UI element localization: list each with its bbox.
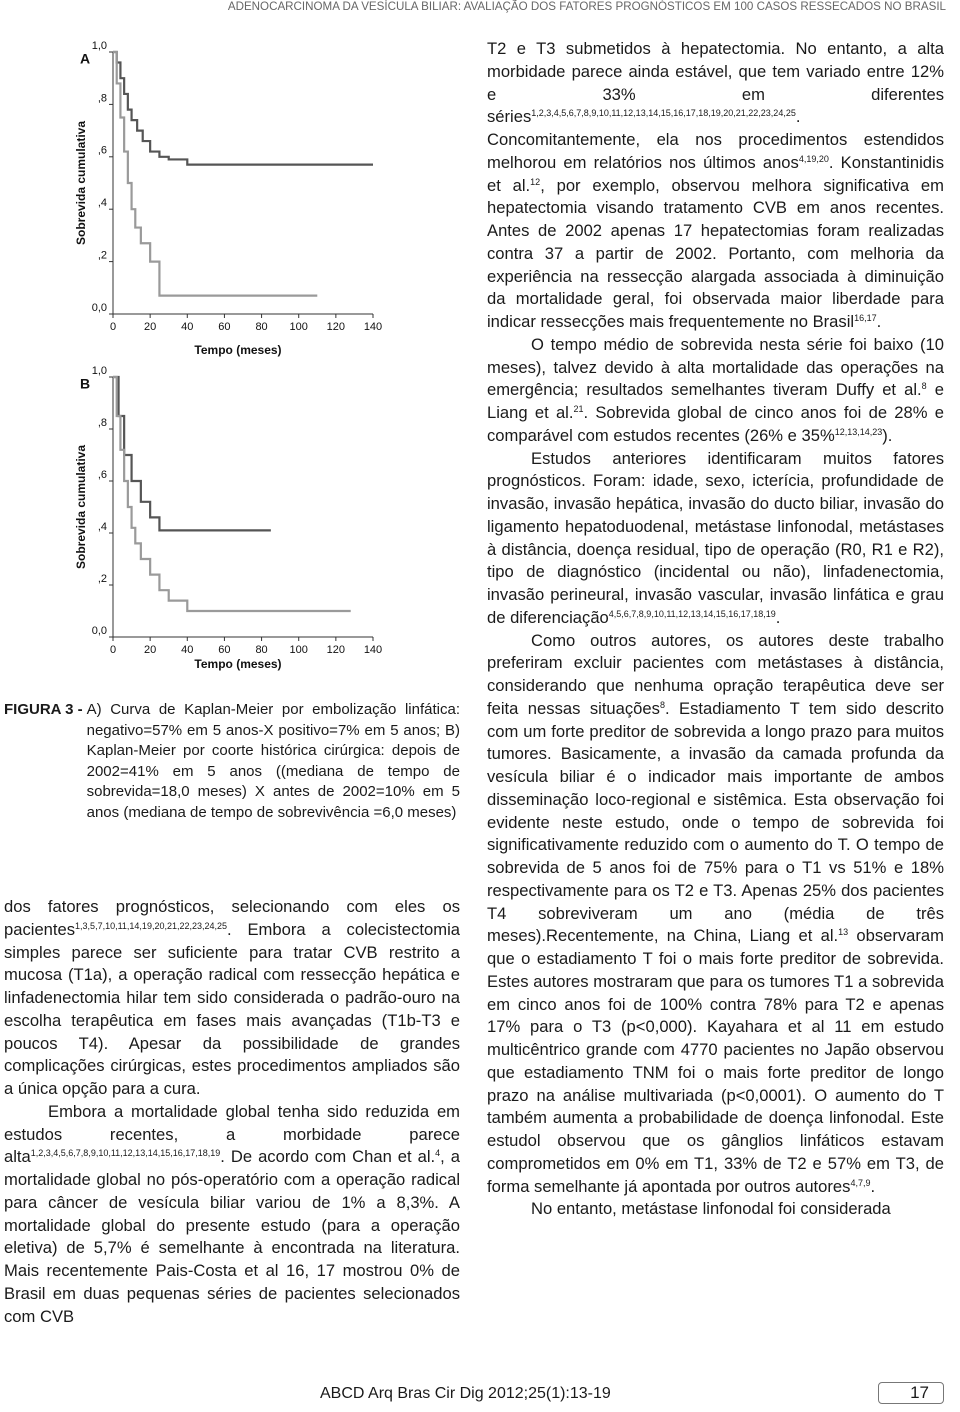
reference-superscript: 8 — [921, 381, 927, 392]
x-tick-label: 0 — [110, 321, 116, 333]
panel-letter: B — [80, 376, 90, 392]
reference-superscript: 1,3,5,7,10,11,14,19,20,21,22,23,24,25 — [75, 920, 228, 931]
x-tick-label: 40 — [181, 321, 193, 333]
survival-curve — [113, 50, 318, 297]
text-run: observaram que o estadiamento T foi o ma… — [487, 926, 944, 1196]
paragraph: Estudos anteriores identificaram muitos … — [487, 448, 944, 630]
journal-citation: ABCD Arq Bras Cir Dig 2012;25(1):13-19 — [320, 1385, 611, 1402]
x-tick-label: 120 — [327, 321, 345, 333]
page-number: 17 — [878, 1382, 944, 1404]
x-tick-label: 40 — [181, 644, 193, 656]
text-run: . Konstantinidis et al. — [487, 152, 944, 195]
caption-label: FIGURA 3 - — [4, 701, 83, 718]
y-tick-label: ,2 — [98, 250, 107, 262]
text-run: . De acordo com Chan et al. — [220, 1147, 436, 1167]
x-tick-label: 0 — [110, 644, 116, 656]
text-run: , por exemplo, observou melhora signific… — [487, 175, 944, 332]
text-run: . — [876, 312, 882, 331]
y-tick-label: 0,0 — [92, 625, 107, 637]
text-run: . — [775, 607, 781, 627]
reference-superscript: 16,17 — [854, 313, 877, 323]
text-run: . Embora a colecistectomia simples parec… — [4, 919, 460, 1098]
x-axis-label: Tempo (meses) — [194, 343, 281, 357]
paragraph: dos fatores prognósticos, selecionando c… — [4, 896, 460, 1101]
y-tick-label: ,6 — [98, 469, 107, 481]
y-axis-label: Sobrevida cumulativa — [74, 121, 88, 245]
y-tick-label: 1,0 — [92, 40, 107, 52]
reference-superscript: 4 — [435, 1148, 441, 1159]
text-run: . — [870, 1176, 876, 1196]
left-column: dos fatores prognósticos, selecionando c… — [4, 896, 460, 1328]
paragraph: No entanto, metástase linfonodal foi con… — [487, 1198, 944, 1221]
reference-superscript: 1,2,3,4,5,6,7,8,9,10,11,12,13,14,15,16,1… — [30, 1148, 221, 1159]
reference-superscript: 4,5,6,7,8,9,10,11,12,13,14,15,16,17,18,1… — [608, 608, 776, 619]
x-tick-label: 140 — [364, 644, 382, 656]
reference-superscript: 12 — [530, 176, 541, 187]
panel-letter: A — [80, 51, 90, 67]
x-tick-label: 100 — [290, 644, 308, 656]
y-tick-label: ,4 — [98, 521, 107, 533]
text-run: T2 e T3 submetidos à hepatectomia. No en… — [487, 39, 944, 127]
running-title: ADENOCARCINOMA DA VESÍCULA BILIAR: AVALI… — [227, 0, 946, 13]
right-column: T2 e T3 submetidos à hepatectomia. No en… — [487, 38, 944, 1221]
y-axis-label: Sobrevida cumulativa — [74, 445, 88, 569]
y-tick-label: 1,0 — [92, 365, 107, 377]
paragraph: Como outros autores, os autores deste tr… — [487, 630, 944, 1199]
text-run: Como outros autores, os autores deste tr… — [487, 630, 944, 718]
x-tick-label: 20 — [144, 321, 156, 333]
y-tick-label: ,8 — [98, 92, 107, 104]
text-run: dos fatores prognósticos, selecionando c… — [4, 897, 460, 939]
x-tick-label: 100 — [290, 321, 308, 333]
x-tick-label: 60 — [218, 321, 230, 333]
text-run: , a mortalidade global no pós-operatório… — [4, 1147, 461, 1326]
text-run: e Liang et al. — [487, 380, 944, 422]
survival-curve — [113, 375, 351, 613]
x-tick-label: 80 — [255, 321, 267, 333]
reference-superscript: 13 — [838, 927, 849, 938]
figure: A Sobrevida cumulativa Tempo (meses) 0,0 ,2,… — [74, 40, 382, 671]
paragraph: Embora a mortalidade global tenha sido r… — [4, 1101, 460, 1329]
text-run: . Concomitantemente, ela nos procediment… — [487, 107, 944, 172]
reference-superscript: 4,19,20 — [798, 153, 829, 164]
text-run: Embora a mortalidade global tenha sido r… — [4, 1101, 460, 1167]
text-run: . Sobrevida global de cinco anos foi de … — [487, 403, 945, 445]
survival-curve — [113, 50, 373, 166]
y-tick-label: 0,0 — [92, 302, 107, 314]
reference-superscript: 4,7,9 — [850, 1177, 871, 1188]
x-tick-label: 80 — [255, 644, 267, 656]
x-tick-label: 60 — [218, 644, 230, 656]
caption-text: A) Curva de Kaplan-Meier por embolização… — [86, 701, 460, 821]
paragraph: O tempo médio de sobrevida nesta série f… — [487, 334, 944, 448]
x-tick-label: 120 — [327, 644, 345, 656]
caption: FIGURA 3 - A) Curva de Kaplan-Meier por … — [4, 700, 460, 823]
x-tick-label: 20 — [144, 644, 156, 656]
y-tick-label: ,4 — [98, 197, 107, 209]
x-tick-label: 140 — [364, 321, 382, 333]
survival-curve — [113, 375, 271, 532]
reference-superscript: 21 — [573, 404, 584, 414]
y-tick-label: ,2 — [98, 573, 107, 585]
paragraph: T2 e T3 submetidos à hepatectomia. No en… — [487, 38, 944, 334]
x-axis-label: Tempo (meses) — [194, 657, 281, 671]
y-tick-label: ,8 — [98, 417, 107, 429]
y-tick-label: ,6 — [98, 145, 107, 157]
text-run: Estudos anteriores identificaram muitos … — [487, 448, 944, 627]
reference-superscript: 8 — [659, 699, 665, 710]
text-run: No entanto, metástase linfonodal foi con… — [531, 1199, 891, 1219]
reference-superscript: 1,2,3,4,5,6,7,8,9,10,11,12,13,14,15,16,1… — [531, 108, 796, 119]
text-run: . Estadiamento T tem sido descrito com u… — [487, 698, 944, 946]
text-run: O tempo médio de sobrevida nesta série f… — [487, 334, 944, 400]
text-run: ). — [882, 425, 893, 445]
reference-superscript: 12,13,14,23 — [834, 426, 883, 437]
